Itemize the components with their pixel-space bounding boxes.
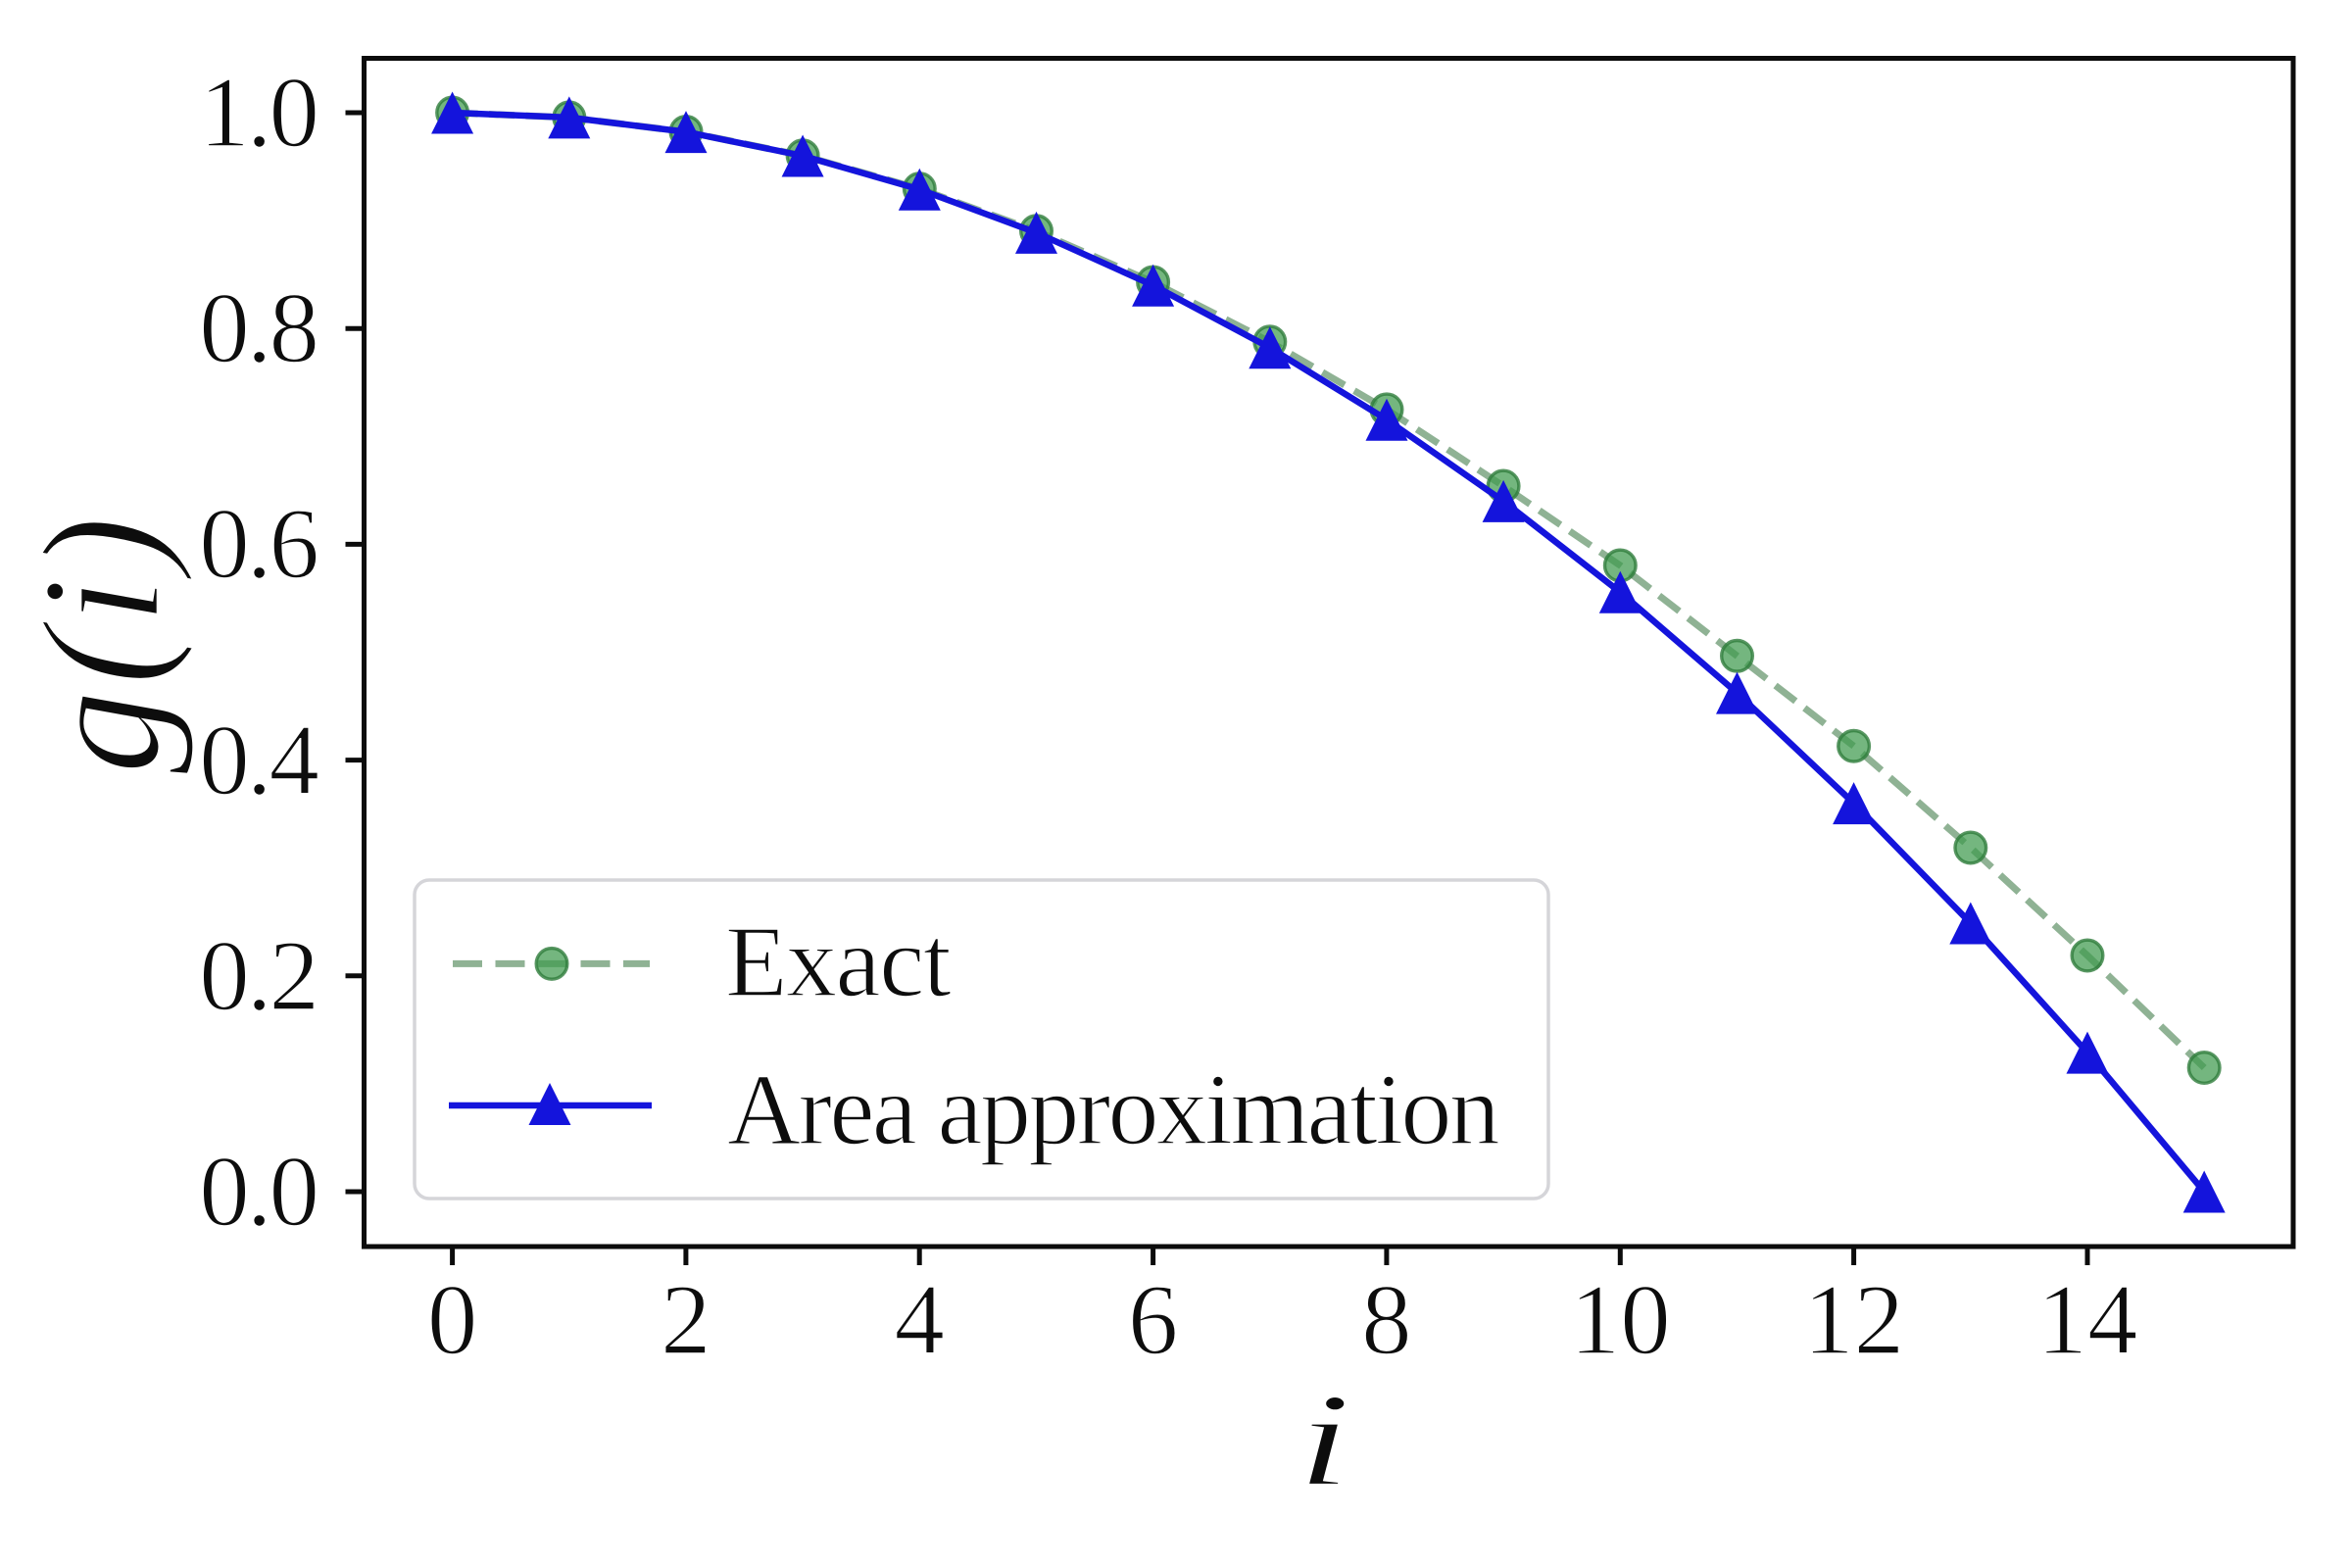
svg-text:8: 8 — [1361, 1264, 1412, 1376]
svg-text:6: 6 — [1128, 1264, 1179, 1376]
svg-text:10: 10 — [1570, 1264, 1671, 1376]
svg-text:0: 0 — [427, 1264, 478, 1376]
svg-text:2: 2 — [661, 1264, 711, 1376]
svg-text:0.4: 0.4 — [199, 705, 318, 816]
svg-text:i: i — [1297, 1367, 1351, 1514]
svg-text:14: 14 — [2037, 1264, 2138, 1376]
svg-text:g(i): g(i) — [9, 512, 195, 774]
svg-text:1.0: 1.0 — [199, 57, 317, 169]
svg-text:0.0: 0.0 — [199, 1136, 317, 1248]
svg-text:0.6: 0.6 — [199, 488, 317, 600]
svg-text:0.8: 0.8 — [199, 272, 317, 384]
svg-text:0.2: 0.2 — [199, 920, 317, 1032]
svg-text:4: 4 — [894, 1264, 945, 1376]
svg-text:Area approximation: Area approximation — [727, 1054, 1499, 1166]
svg-text:Exact: Exact — [725, 906, 952, 1018]
svg-text:12: 12 — [1803, 1264, 1904, 1376]
